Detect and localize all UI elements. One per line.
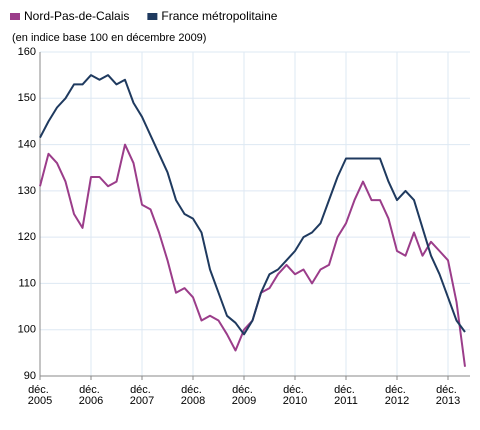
x-tick-label: déc. 2007 xyxy=(130,384,154,407)
y-tick-label: 120 xyxy=(18,231,36,243)
legend-label: Nord-Pas-de-Calais xyxy=(24,9,129,23)
x-tick-label: déc. 2013 xyxy=(436,384,460,407)
x-tick-label: déc. 2005 xyxy=(28,384,52,407)
y-tick-label: 150 xyxy=(18,92,36,104)
y-tick-label: 160 xyxy=(18,46,36,58)
x-tick-label: déc. 2008 xyxy=(181,384,205,407)
legend-label: France métropolitaine xyxy=(161,9,277,23)
y-tick-label: 100 xyxy=(18,324,36,336)
y-tick-label: 140 xyxy=(18,138,36,150)
legend-swatch xyxy=(10,13,20,20)
data-line xyxy=(39,143,466,367)
chart-subtitle: (en indice base 100 en décembre 2009) xyxy=(12,32,206,44)
x-tick-label: déc. 2006 xyxy=(79,384,103,407)
x-tick-label: déc. 2011 xyxy=(334,384,358,407)
y-tick-label: 110 xyxy=(18,277,36,289)
data-line xyxy=(39,74,466,336)
y-tick-label: 90 xyxy=(24,370,36,382)
legend-swatch xyxy=(147,13,158,20)
x-tick-label: déc. 2010 xyxy=(283,384,307,407)
y-tick-label: 130 xyxy=(18,185,36,197)
x-tick-label: déc. 2009 xyxy=(232,384,256,407)
x-tick-label: déc. 2012 xyxy=(385,384,409,407)
